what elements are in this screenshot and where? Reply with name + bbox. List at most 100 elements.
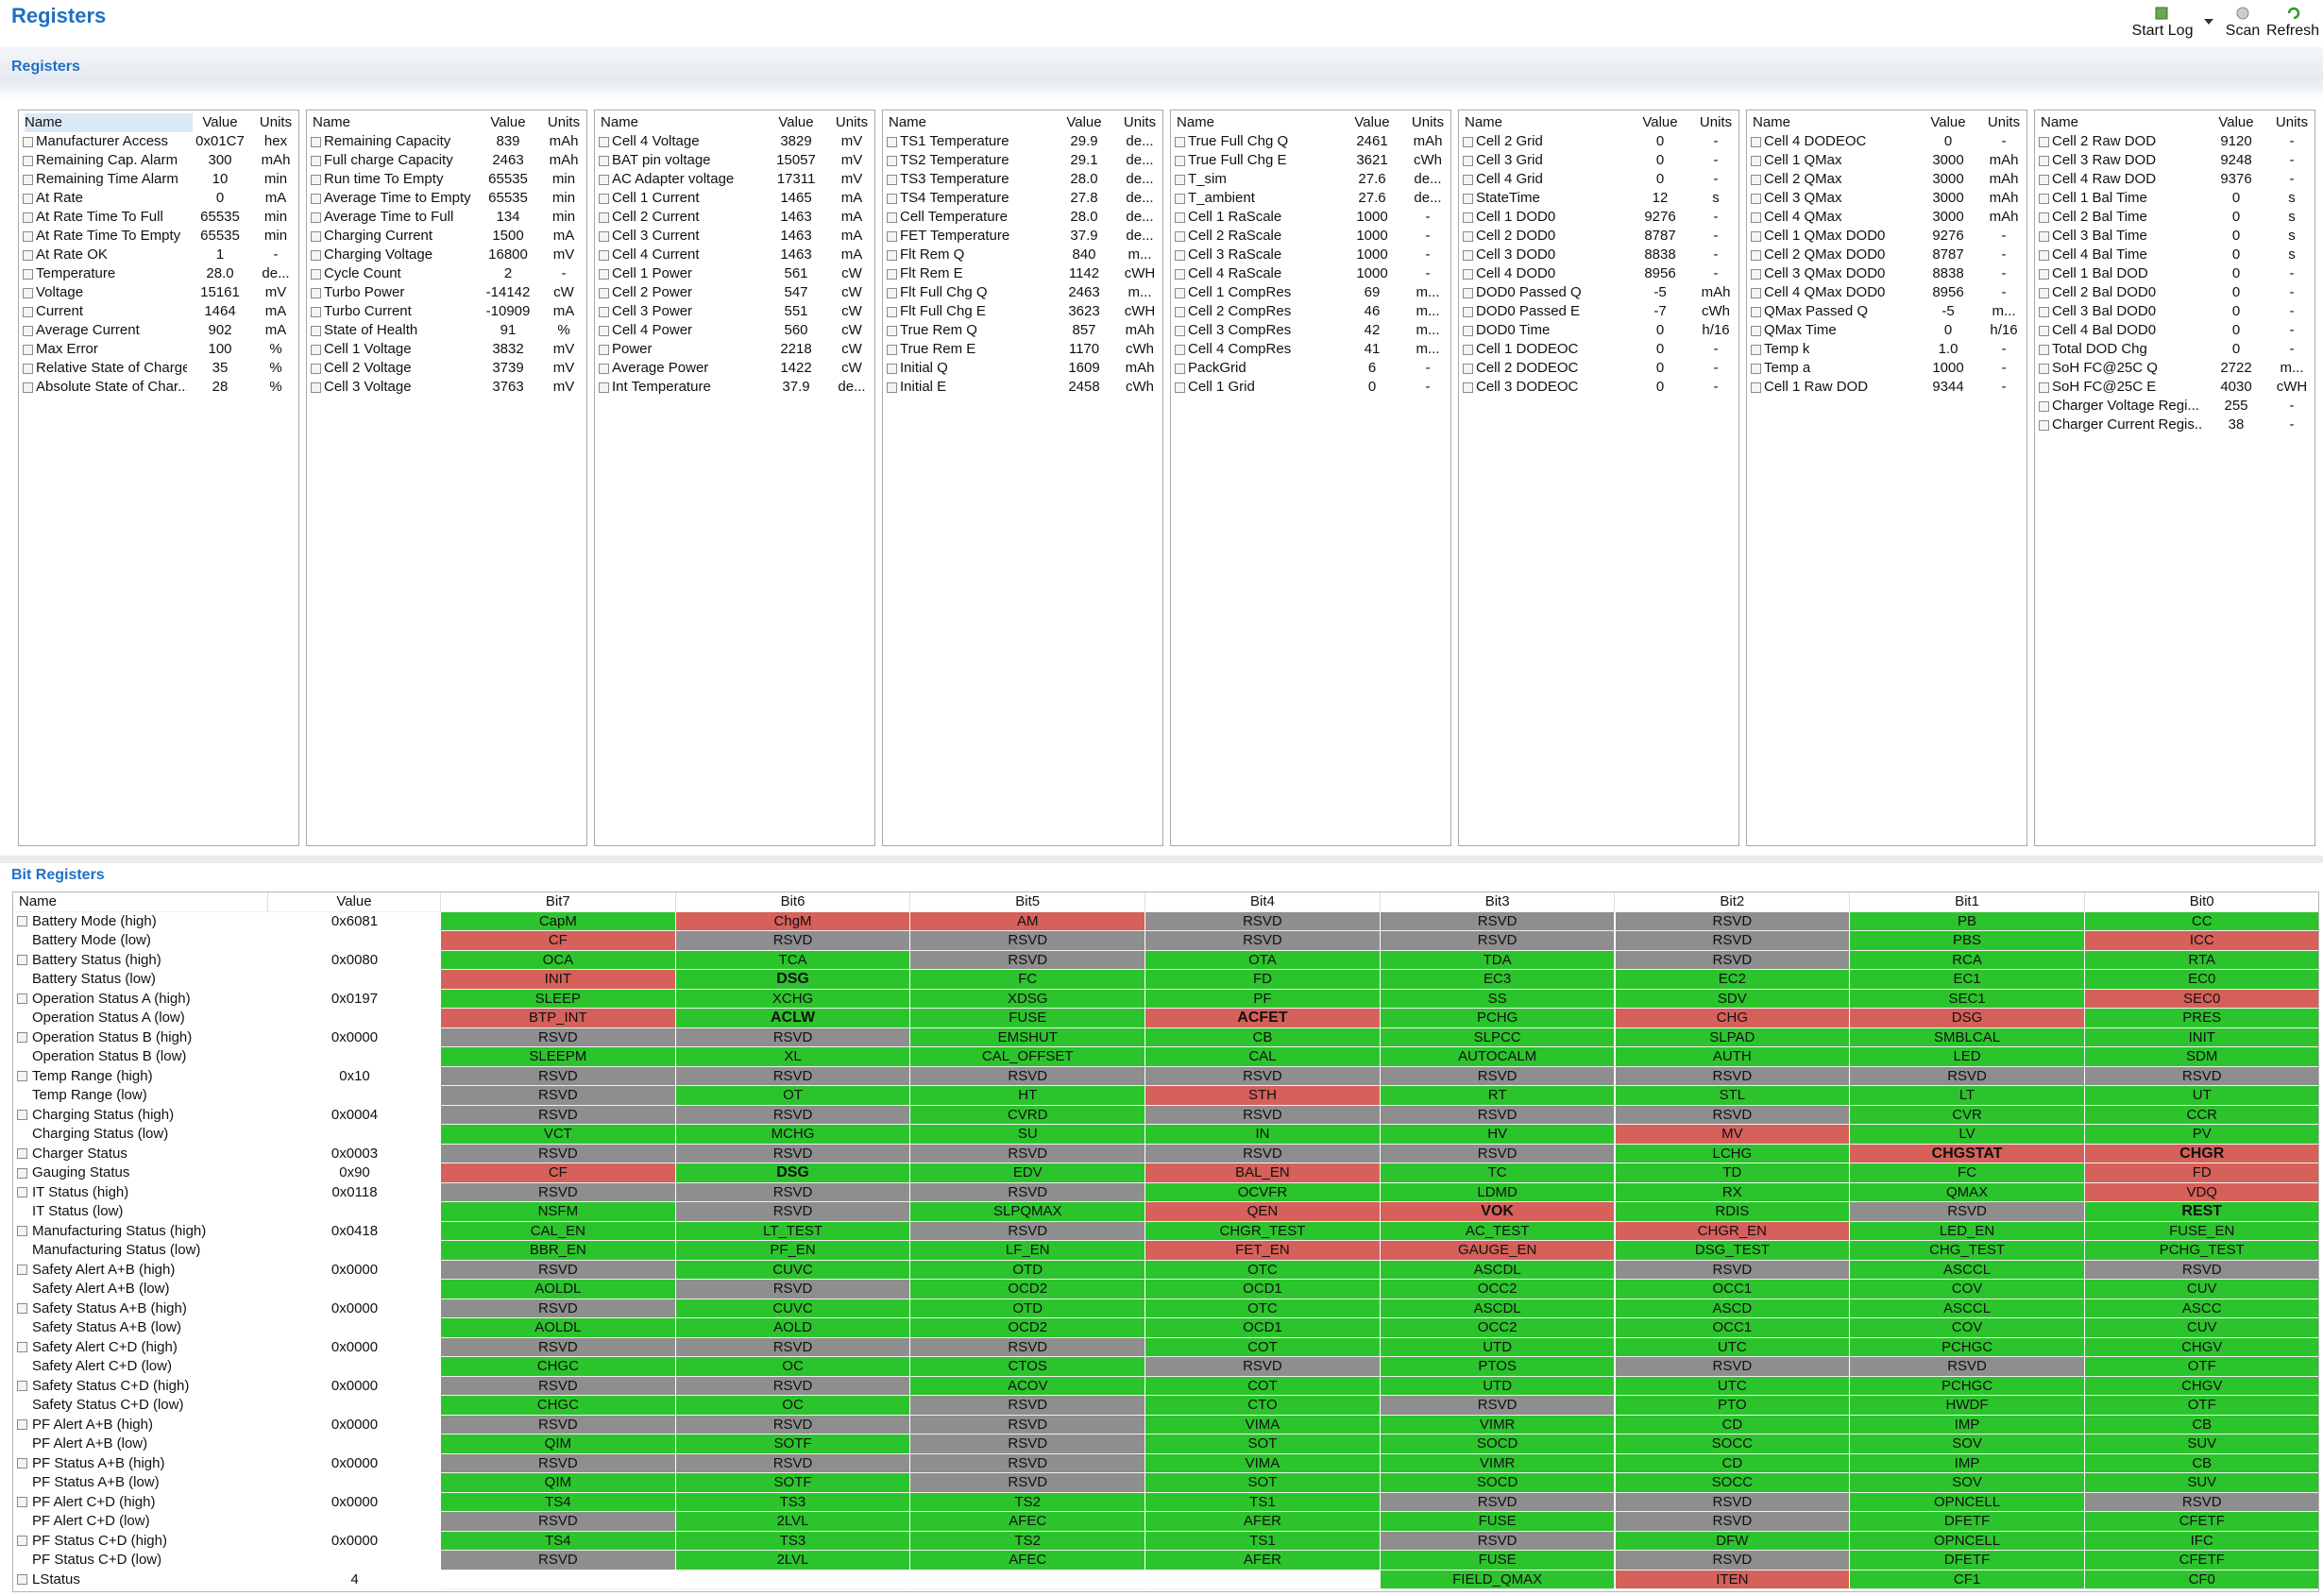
expand-icon[interactable] — [1747, 132, 1764, 151]
register-name[interactable]: Cell 4 RaScale — [1188, 265, 1282, 281]
expand-icon[interactable] — [307, 340, 324, 359]
register-name[interactable]: Operation Status B (low) — [32, 1048, 187, 1064]
register-name[interactable]: Initial Q — [900, 360, 948, 376]
expand-icon[interactable] — [883, 340, 900, 359]
register-name[interactable]: Cell 3 Bal Time — [2052, 228, 2147, 244]
expand-icon[interactable] — [307, 132, 324, 151]
expand-icon[interactable] — [13, 1222, 30, 1242]
register-name[interactable]: Cell 4 Voltage — [612, 133, 700, 149]
register-name[interactable]: DOD0 Time — [1476, 322, 1551, 338]
register-name[interactable]: Cell 1 DODEOC — [1476, 341, 1579, 357]
register-name[interactable]: Temperature — [36, 265, 116, 281]
register-name[interactable]: Safety Status A+B (low) — [32, 1319, 181, 1335]
expand-icon[interactable] — [1171, 189, 1188, 208]
expand-icon[interactable] — [1747, 359, 1764, 378]
register-name[interactable]: Cell 4 QMax — [1764, 209, 1842, 225]
register-name[interactable]: Int Temperature — [612, 379, 711, 395]
register-name[interactable]: Safety Status C+D (high) — [32, 1377, 190, 1394]
expand-icon[interactable] — [13, 1067, 30, 1087]
register-name[interactable]: Cell 1 Grid — [1188, 379, 1255, 395]
register-name[interactable]: Average Time to Empty — [324, 190, 471, 206]
expand-icon[interactable] — [2035, 264, 2052, 283]
register-name[interactable]: PackGrid — [1188, 360, 1246, 376]
register-name[interactable]: BAT pin voltage — [612, 152, 711, 168]
register-name[interactable]: Cell 2 QMax — [1764, 171, 1842, 187]
register-name[interactable]: Cell 2 Bal Time — [2052, 209, 2147, 225]
expand-icon[interactable] — [2035, 189, 2052, 208]
expand-icon[interactable] — [1747, 151, 1764, 170]
expand-icon[interactable] — [13, 1183, 30, 1203]
register-name[interactable]: Voltage — [36, 284, 84, 300]
register-name[interactable]: QMax Time — [1764, 322, 1837, 338]
register-name[interactable]: Cell 4 Bal DOD0 — [2052, 322, 2157, 338]
expand-icon[interactable] — [307, 302, 324, 321]
register-name[interactable]: At Rate Time To Full — [36, 209, 163, 225]
expand-icon[interactable] — [595, 189, 612, 208]
register-name[interactable]: Charging Voltage — [324, 246, 433, 263]
expand-icon[interactable] — [883, 132, 900, 151]
expand-icon[interactable] — [1747, 208, 1764, 227]
expand-icon[interactable] — [1459, 264, 1476, 283]
register-name[interactable]: PF Alert A+B (low) — [32, 1435, 148, 1452]
expand-icon[interactable] — [595, 170, 612, 189]
expand-icon[interactable] — [13, 1338, 30, 1358]
register-name[interactable]: Safety Alert A+B (low) — [32, 1281, 170, 1297]
register-name[interactable]: Cell 3 Voltage — [324, 379, 412, 395]
register-name[interactable]: Safety Alert A+B (high) — [32, 1261, 176, 1278]
register-name[interactable]: StateTime — [1476, 190, 1540, 206]
expand-icon[interactable] — [595, 151, 612, 170]
register-name[interactable]: Safety Status C+D (low) — [32, 1397, 184, 1413]
expand-icon[interactable] — [13, 1532, 30, 1552]
register-name[interactable]: Cell 2 Power — [612, 284, 693, 300]
register-name[interactable]: Safety Alert C+D (low) — [32, 1358, 172, 1374]
register-name[interactable]: Cycle Count — [324, 265, 401, 281]
register-name[interactable]: True Rem E — [900, 341, 976, 357]
register-name[interactable]: DOD0 Passed E — [1476, 303, 1581, 319]
register-name[interactable]: Cell Temperature — [900, 209, 1008, 225]
expand-icon[interactable] — [307, 359, 324, 378]
register-name[interactable]: Flt Full Chg E — [900, 303, 986, 319]
expand-icon[interactable] — [13, 1163, 30, 1183]
expand-icon[interactable] — [883, 227, 900, 246]
expand-icon[interactable] — [13, 912, 30, 932]
expand-icon[interactable] — [307, 227, 324, 246]
register-name[interactable]: Turbo Power — [324, 284, 405, 300]
expand-icon[interactable] — [1747, 189, 1764, 208]
register-name[interactable]: T_ambient — [1188, 190, 1255, 206]
expand-icon[interactable] — [19, 246, 36, 264]
expand-icon[interactable] — [307, 264, 324, 283]
register-name[interactable]: Operation Status B (high) — [32, 1028, 193, 1045]
register-name[interactable]: Cell 3 Power — [612, 303, 693, 319]
expand-icon[interactable] — [19, 189, 36, 208]
expand-icon[interactable] — [13, 1261, 30, 1281]
register-name[interactable]: Cell 4 Current — [612, 246, 700, 263]
expand-icon[interactable] — [1747, 321, 1764, 340]
register-name[interactable]: Cell 3 QMax — [1764, 190, 1842, 206]
register-name[interactable]: Cell 3 QMax DOD0 — [1764, 265, 1886, 281]
register-name[interactable]: Cell 2 QMax DOD0 — [1764, 246, 1886, 263]
expand-icon[interactable] — [307, 151, 324, 170]
register-name[interactable]: At Rate — [36, 190, 84, 206]
register-name[interactable]: T_sim — [1188, 171, 1227, 187]
register-name[interactable]: Turbo Current — [324, 303, 412, 319]
expand-icon[interactable] — [595, 340, 612, 359]
expand-icon[interactable] — [307, 321, 324, 340]
register-name[interactable]: Cell 3 Raw DOD — [2052, 152, 2157, 168]
expand-icon[interactable] — [1171, 321, 1188, 340]
register-name[interactable]: Remaining Capacity — [324, 133, 451, 149]
expand-icon[interactable] — [1459, 321, 1476, 340]
expand-icon[interactable] — [883, 151, 900, 170]
expand-icon[interactable] — [13, 1377, 30, 1397]
register-name[interactable]: Initial E — [900, 379, 947, 395]
expand-icon[interactable] — [2035, 208, 2052, 227]
expand-icon[interactable] — [1459, 359, 1476, 378]
register-name[interactable]: PF Alert A+B (high) — [32, 1416, 153, 1433]
register-name[interactable]: Cell 3 Current — [612, 228, 700, 244]
expand-icon[interactable] — [1171, 283, 1188, 302]
expand-icon[interactable] — [13, 1299, 30, 1319]
register-name[interactable]: Absolute State of Char... — [36, 379, 187, 395]
register-name[interactable]: Temp a — [1764, 360, 1811, 376]
register-name[interactable]: Relative State of Charge — [36, 360, 187, 376]
register-name[interactable]: Cell 2 RaScale — [1188, 228, 1282, 244]
expand-icon[interactable] — [19, 227, 36, 246]
